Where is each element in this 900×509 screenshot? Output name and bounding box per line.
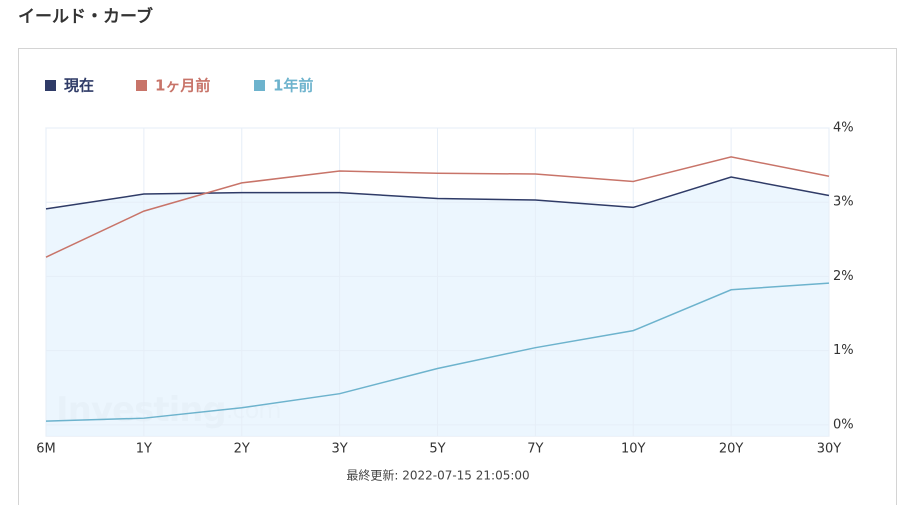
series-line xyxy=(45,282,830,422)
x-tick-label: 2Y xyxy=(234,442,250,457)
legend-swatch xyxy=(254,80,265,91)
legend-swatch xyxy=(45,80,56,91)
x-tick-label: 20Y xyxy=(719,442,744,457)
y-tick-label: 3% xyxy=(833,195,854,210)
x-tick-label: 3Y xyxy=(332,442,348,457)
x-tick-label: 7Y xyxy=(527,442,543,457)
x-tick-label: 10Y xyxy=(621,442,646,457)
y-tick-label: 0% xyxy=(833,417,854,432)
legend-label: 現在 xyxy=(64,77,94,95)
series-line xyxy=(45,176,830,210)
x-tick-label: 5Y xyxy=(429,442,445,457)
x-tick-label: 30Y xyxy=(817,442,842,457)
legend-label: 1ヶ月前 xyxy=(155,77,210,95)
legend-label: 1年前 xyxy=(273,77,313,95)
y-tick-label: 1% xyxy=(833,343,854,358)
footnote: 最終更新: 2022-07-15 21:05:00 xyxy=(346,468,529,483)
y-tick-label: 4% xyxy=(833,121,854,136)
x-tick-label: 1Y xyxy=(136,442,152,457)
legend-swatch xyxy=(136,80,147,91)
series-line xyxy=(45,156,830,258)
y-tick-label: 2% xyxy=(833,269,854,284)
x-tick-label: 6M xyxy=(36,442,56,457)
page-title: イールド・カーブ xyxy=(18,6,153,27)
